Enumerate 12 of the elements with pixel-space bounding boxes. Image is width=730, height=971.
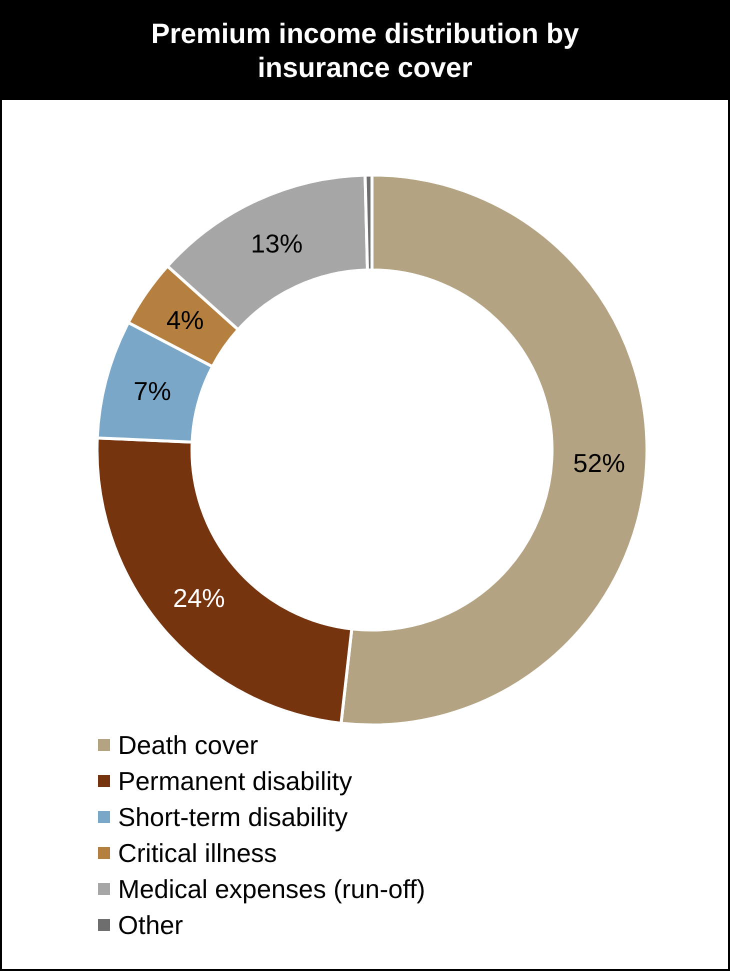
data-label: 13% bbox=[250, 228, 303, 258]
data-label: 4% bbox=[166, 305, 204, 336]
legend-label: Medical expenses (run-off) bbox=[118, 873, 426, 906]
legend-label: Death cover bbox=[118, 729, 258, 762]
data-label: 7% bbox=[134, 376, 172, 406]
legend-label: Critical illness bbox=[118, 837, 277, 870]
legend-label: Permanent disability bbox=[118, 765, 352, 798]
chart-title: Premium income distribution by insurance cover bbox=[150, 17, 580, 85]
legend-label: Other bbox=[118, 909, 184, 942]
legend-label: Short-term disability bbox=[118, 801, 348, 834]
data-label: 24% bbox=[173, 582, 226, 613]
data-label: 52% bbox=[573, 448, 626, 478]
